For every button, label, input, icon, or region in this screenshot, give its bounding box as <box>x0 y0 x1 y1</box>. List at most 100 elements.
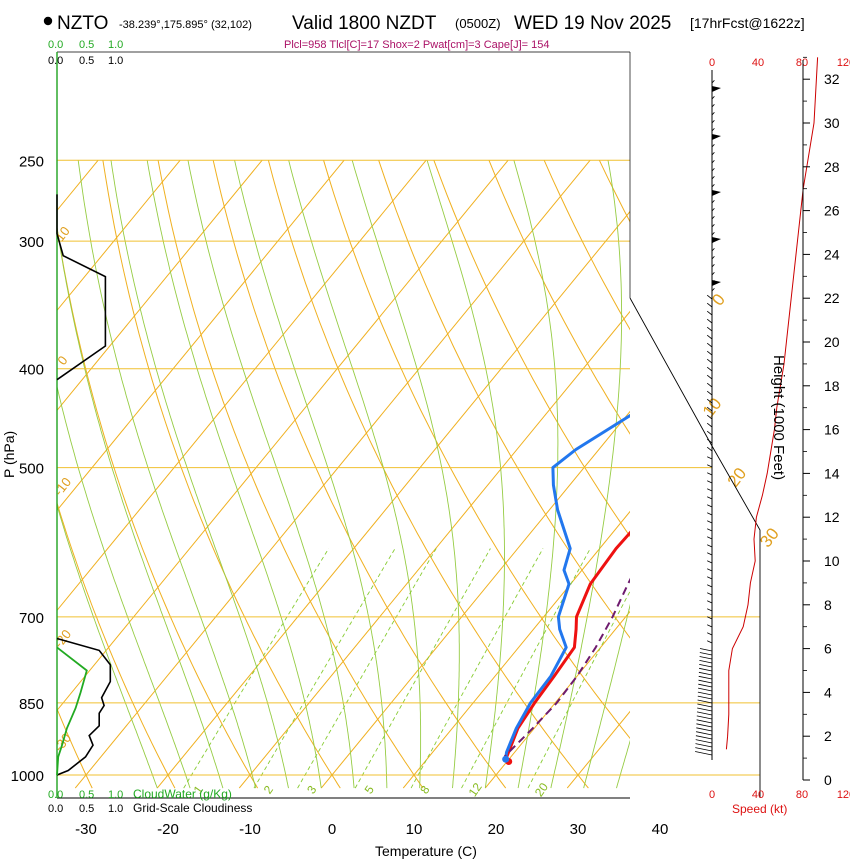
wind-barb <box>706 294 713 300</box>
dry-adiabat-line <box>57 501 176 789</box>
dry-adiabat-line <box>488 160 630 435</box>
height-tick-label: 0 <box>824 772 832 788</box>
wind-speed-scale-top: 80 <box>796 57 808 69</box>
wind-barb <box>707 608 713 612</box>
cloudiness-scale-top: 0.5 <box>79 55 94 67</box>
isotherm-line <box>74 159 591 789</box>
wind-barb <box>698 675 713 680</box>
wind-barb <box>706 414 713 420</box>
cloudiness-legend: Grid-Scale Cloudiness <box>133 801 252 815</box>
mixing-ratio-label: 5 <box>362 783 377 797</box>
isotherm-line <box>238 310 630 789</box>
moist-adiabat-line <box>616 739 630 789</box>
wind-barb <box>711 120 715 124</box>
mixing-ratio-line <box>354 548 491 789</box>
height-tick-label: 16 <box>824 422 840 438</box>
wind-barb <box>711 144 715 148</box>
wind-barb <box>699 664 713 668</box>
moist-adiabat-line <box>187 160 355 789</box>
dry-adiabat-line <box>655 160 850 788</box>
height-tick-label: 30 <box>824 115 840 131</box>
height-tick-label: 4 <box>824 684 832 700</box>
wind-barb <box>706 430 713 436</box>
wind-barb <box>706 350 713 356</box>
wind-barb <box>695 735 713 740</box>
wind-barb-pennant <box>712 86 721 92</box>
wind-barb <box>699 667 713 672</box>
cloudwater-profile <box>56 646 88 776</box>
wind-barb-pennant <box>712 134 721 140</box>
pressure-tick-label: 300 <box>19 234 44 251</box>
wind-barb <box>698 671 713 676</box>
cloudwater-scale-top: 0.0 <box>48 39 63 51</box>
wind-barb <box>706 374 713 380</box>
height-tick-label: 10 <box>824 553 840 569</box>
wind-barb <box>711 160 715 164</box>
height-tick-label: 8 <box>824 597 832 613</box>
wind-barb <box>707 600 713 604</box>
wind-speed-scale-top: 0 <box>709 57 715 69</box>
pressure-tick-label: 500 <box>19 461 44 478</box>
valid-utc: (0500Z) <box>455 16 501 31</box>
dry-adiabat-line <box>267 160 589 789</box>
cloudiness-scale-top: 1.0 <box>108 55 123 67</box>
wind-barb <box>707 504 713 508</box>
moist-adiabat-line <box>351 160 460 789</box>
wind-barb <box>706 422 713 428</box>
dry-adiabat-line <box>157 160 424 789</box>
cloudiness-scale-bottom: 0.5 <box>79 803 94 815</box>
temperature-tick-label: 10 <box>406 821 423 838</box>
temperature-tick-label: 40 <box>652 821 669 838</box>
height-tick-label: 28 <box>824 159 840 175</box>
moist-adiabat-line <box>550 160 623 789</box>
wind-barb-pennant <box>712 237 721 243</box>
cloudwater-scale-top: 0.5 <box>79 39 94 51</box>
cloudwater-line <box>56 646 88 776</box>
isotherm-line <box>57 159 345 512</box>
pressure-tick-label: 700 <box>19 610 44 627</box>
cloudiness-scale-bottom: 0.0 <box>48 803 63 815</box>
temperature-tick-label: -10 <box>239 821 261 838</box>
wind-barb-pennant <box>712 280 721 286</box>
wind-barb <box>695 739 713 744</box>
pressure-tick-label: 250 <box>19 153 44 170</box>
wind-barb <box>711 216 715 220</box>
wind-barb <box>707 568 713 572</box>
cloudwater-scale-bottom: 1.0 <box>108 789 123 801</box>
pressure-tick-label: 850 <box>19 696 44 713</box>
wind-barb <box>706 358 713 364</box>
wind-barb <box>698 687 713 692</box>
series-line-parcel <box>504 577 630 763</box>
moist-adiabat-line <box>57 384 191 789</box>
wind-barb <box>697 695 713 700</box>
mixing-ratio-line <box>410 548 544 789</box>
y-axis-title: P (hPa) <box>1 431 17 478</box>
wind-speed-line <box>725 57 819 750</box>
mixing-ratio-label: 20 <box>532 780 551 799</box>
profile-scale-labels: 0.0 0.5 1.0 0.0 0.5 1.0 0.0 0.5 1.0 0.0 0.5 1.0 <box>48 39 123 815</box>
temperature-tick-label: 20 <box>488 821 505 838</box>
wind-barb <box>711 176 715 180</box>
wind-barb <box>698 683 713 688</box>
isotherm-line <box>649 160 850 788</box>
wind-barb <box>696 711 713 716</box>
wind-barb <box>697 691 713 696</box>
valid-time: Valid 1800 NZDT <box>292 13 437 34</box>
station-coords: -38.239°,175.895° (32,102) <box>119 19 252 31</box>
wind-barb <box>706 406 713 412</box>
moist-adiabat-line <box>583 603 630 789</box>
wind-barb <box>711 224 715 228</box>
height-tick-label: 22 <box>824 290 840 306</box>
wind-barb <box>707 544 713 548</box>
temperature-tick-label: -20 <box>157 821 179 838</box>
dry-adiabat-line <box>102 160 341 789</box>
wind-barb <box>711 232 715 236</box>
height-tick-label: 14 <box>824 465 840 481</box>
wind-barb <box>696 719 713 724</box>
wind-speed-scale-top: 40 <box>752 57 764 69</box>
wind-barb <box>706 310 713 316</box>
wind-barb <box>707 552 713 556</box>
isotherm-line <box>57 159 427 612</box>
wind-barb <box>711 264 715 268</box>
mixing-ratio-line <box>527 590 630 789</box>
